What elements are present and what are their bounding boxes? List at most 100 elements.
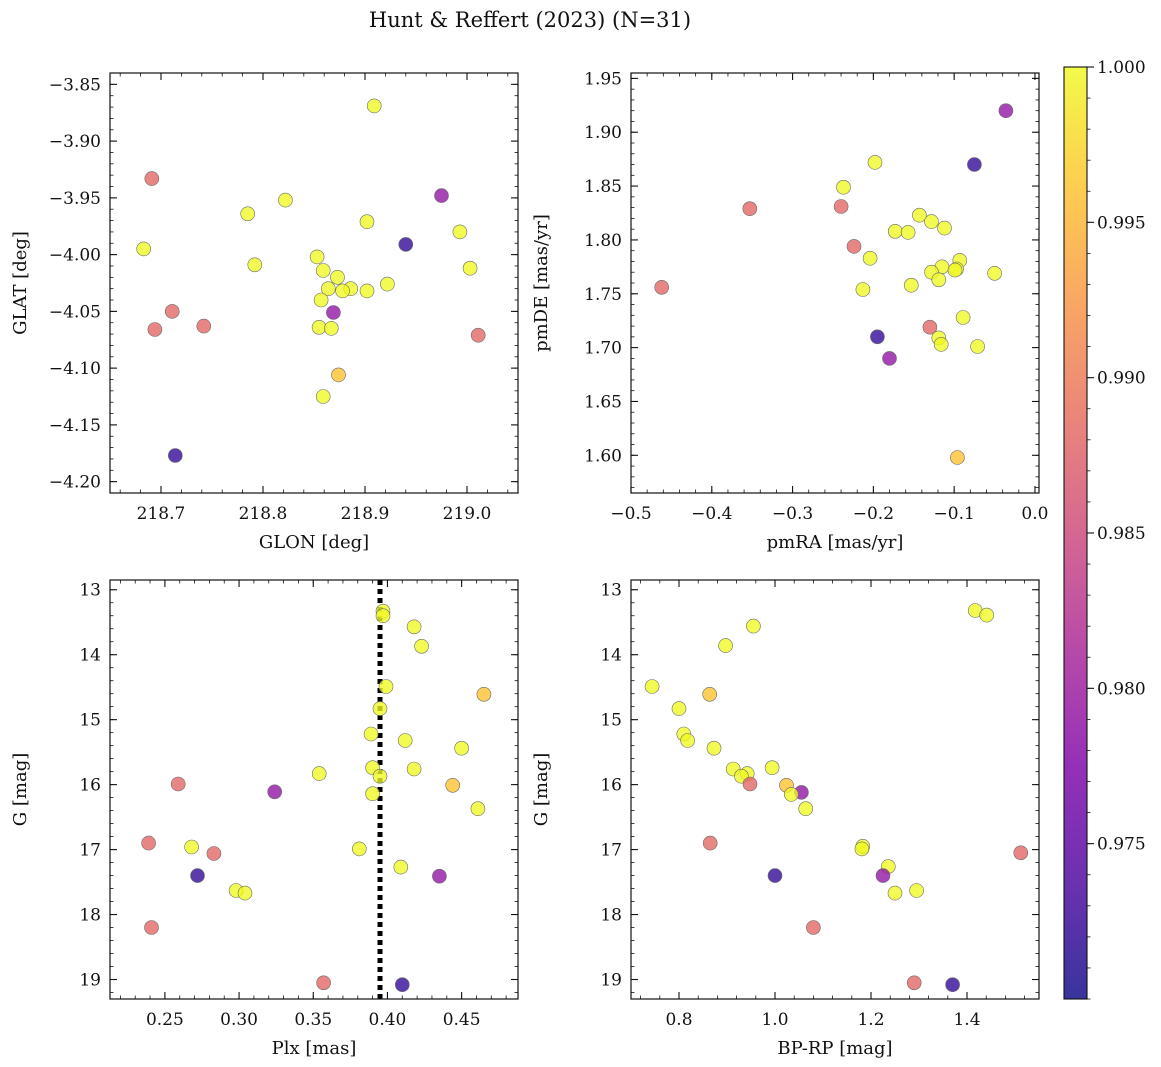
y-tick-label: 1.65 xyxy=(584,392,622,412)
data-point xyxy=(141,835,156,851)
x-tick-label: −0.2 xyxy=(853,504,894,524)
x-tick-label: 218.7 xyxy=(137,504,186,524)
x-tick-label: 0.35 xyxy=(294,1010,332,1030)
colorbar-tick-label: 0.985 xyxy=(1097,524,1146,544)
y-tick-label: 15 xyxy=(600,711,622,731)
data-point xyxy=(742,776,758,792)
y-tick-label: 1.60 xyxy=(584,446,622,466)
data-point xyxy=(278,192,293,208)
data-point xyxy=(476,686,492,702)
data-point xyxy=(767,868,783,883)
y-tick-label: 1.75 xyxy=(584,285,622,305)
y-axis-label: pmDE [mas/yr] xyxy=(531,214,552,352)
data-point xyxy=(718,638,733,653)
data-point xyxy=(833,199,849,214)
data-point xyxy=(462,260,478,276)
data-point xyxy=(933,337,949,352)
y-tick-label: −4.15 xyxy=(49,416,101,436)
data-point xyxy=(267,784,283,800)
colorbar-tick-label: 0.975 xyxy=(1097,835,1146,855)
data-point xyxy=(967,157,982,172)
data-point xyxy=(366,98,382,114)
major-ticks xyxy=(630,73,1039,493)
data-point xyxy=(950,450,965,465)
data-point xyxy=(945,977,960,993)
data-point xyxy=(170,776,186,792)
x-tick-label: 0.8 xyxy=(665,1010,692,1030)
panel-position: 218.7 218.8 218.9 219.0 −4.20 −4.15 −4.10 −4.05… xyxy=(10,72,519,553)
minor-ticks xyxy=(630,73,1039,493)
data-point xyxy=(363,726,379,742)
figure-title: Hunt & Reffert (2023) (N=31) xyxy=(369,8,691,32)
data-point xyxy=(924,214,939,229)
axes-frame xyxy=(109,579,519,1000)
y-tick-label: −4.00 xyxy=(49,246,101,266)
axes-frame xyxy=(109,72,519,494)
data-point xyxy=(432,868,447,884)
data-point xyxy=(862,250,878,266)
data-point xyxy=(454,740,469,756)
data-point xyxy=(190,868,205,883)
data-point xyxy=(955,310,971,325)
colorbar-gradient xyxy=(1063,66,1088,1000)
x-tick-label: 1.4 xyxy=(953,1010,980,1030)
x-tick-label: −0.5 xyxy=(610,504,651,524)
data-point xyxy=(742,201,758,216)
y-tick-label: 14 xyxy=(600,646,622,666)
data-point xyxy=(144,920,159,935)
data-point xyxy=(870,329,885,345)
data-point xyxy=(375,608,391,624)
data-point xyxy=(470,327,486,343)
y-tick-label: −4.20 xyxy=(49,473,101,493)
colorbar: 0.975 0.980 0.985 0.990 0.995 1.000 xyxy=(1063,58,1146,1000)
data-point xyxy=(970,339,985,354)
data-point xyxy=(746,618,761,634)
x-tick-label: 0.25 xyxy=(146,1010,184,1030)
y-tick-label: 1.95 xyxy=(584,69,622,89)
y-axis-label: G [mag] xyxy=(10,753,31,826)
data-point xyxy=(909,883,924,898)
data-point xyxy=(906,975,922,991)
colorbar-tick-label: 0.980 xyxy=(1097,679,1146,699)
data-point xyxy=(397,733,413,748)
y-tick-label: 18 xyxy=(79,906,101,926)
minor-ticks xyxy=(631,580,1039,999)
data-point xyxy=(330,269,345,285)
x-axis-label: pmRA [mas/yr] xyxy=(767,532,904,553)
data-point xyxy=(359,214,375,229)
data-point xyxy=(309,249,325,265)
data-point xyxy=(855,282,871,297)
panel-parallax-magnitude: 0.25 0.30 0.35 0.40 0.45 13 14 15 16 17 18 19 Plx [m… xyxy=(10,579,519,1059)
data-point xyxy=(380,276,395,292)
data-point xyxy=(979,607,995,623)
y-tick-label: −3.95 xyxy=(49,189,101,209)
colorbar-tick-label: 0.995 xyxy=(1097,213,1146,233)
data-point xyxy=(654,279,670,295)
data-point xyxy=(206,846,222,861)
points xyxy=(654,103,1014,465)
data-point xyxy=(316,975,331,991)
data-point xyxy=(452,224,468,240)
data-point xyxy=(196,318,212,334)
data-point xyxy=(393,859,409,875)
y-tick-label: 17 xyxy=(79,841,101,861)
data-point xyxy=(702,835,718,851)
x-tick-label: 0.30 xyxy=(220,1010,258,1030)
data-point xyxy=(240,206,255,222)
x-tick-label: 218.8 xyxy=(239,504,288,524)
y-tick-label: 1.80 xyxy=(584,231,622,251)
points xyxy=(141,603,492,993)
minor-ticks xyxy=(110,72,518,494)
data-point xyxy=(867,155,883,170)
data-point xyxy=(184,839,199,855)
panel-color-magnitude: 0.8 1.0 1.2 1.4 13 14 15 16 17 18 19 BP-RP [mag] G [… xyxy=(531,579,1040,1059)
data-point xyxy=(326,305,341,320)
data-point xyxy=(846,239,862,254)
x-tick-label: 0.40 xyxy=(369,1010,407,1030)
data-point xyxy=(147,322,163,337)
data-point xyxy=(406,619,422,635)
data-point xyxy=(434,188,449,203)
panels: 218.7 218.8 218.9 219.0 −4.20 −4.15 −4.10 −4.05… xyxy=(10,69,1048,1059)
y-tick-label: 19 xyxy=(600,971,622,991)
x-axis-label: Plx [mas] xyxy=(272,1038,357,1059)
